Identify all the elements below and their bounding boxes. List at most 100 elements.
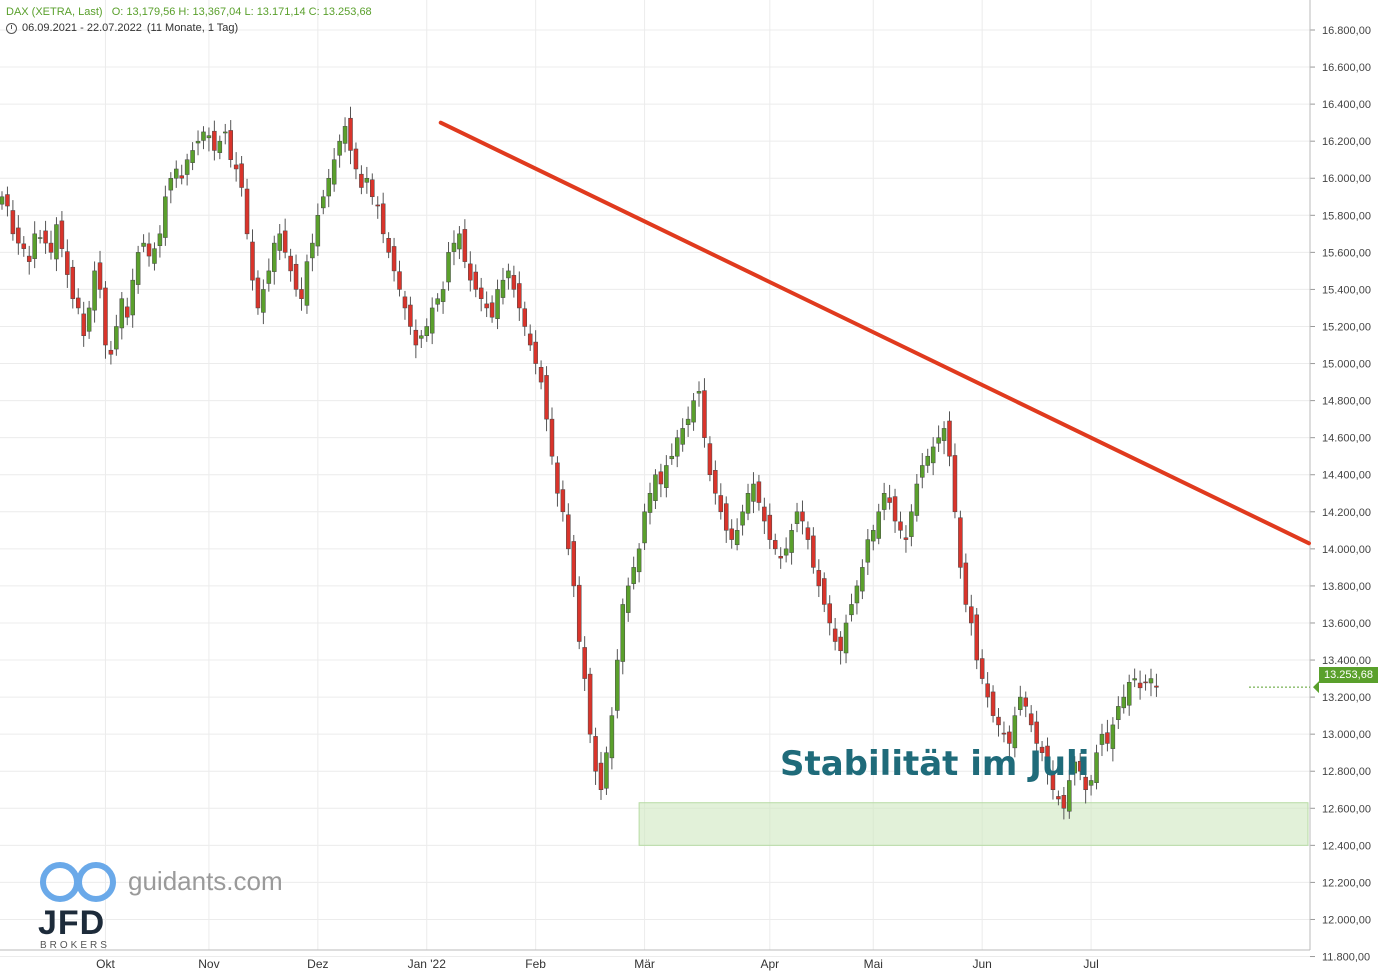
candle-body [974,614,979,661]
candle-body [1056,796,1061,800]
y-tick-label: 14.800,00 [1322,396,1371,408]
candle-body [353,148,359,170]
candle-body [566,514,571,550]
candle-body [990,691,996,716]
candle-body [402,296,408,309]
candle-body [0,196,5,205]
y-tick-label: 13.200,00 [1322,692,1371,704]
candle-body [849,604,854,616]
candle-body [321,196,326,209]
y-tick-label: 13.000,00 [1322,729,1371,741]
candle-body [1083,776,1088,791]
candle-body [881,493,887,510]
candle-body [380,203,386,235]
candle-body [1045,745,1050,772]
support-zone [638,802,1309,846]
candle-body [696,391,702,394]
candle-body [947,420,952,457]
candle-body [163,196,168,238]
candle-body [65,251,70,275]
candle-body [135,252,141,285]
candle-body [1116,706,1121,720]
candle-body [413,329,419,346]
candle-body [152,248,157,264]
candle-body [762,506,767,522]
y-tick-label: 15.200,00 [1322,321,1371,333]
month-label: Nov [198,957,219,971]
candle-body [1137,682,1143,689]
candle-body [119,298,125,329]
candle-body [958,517,963,568]
candle-body [816,570,822,587]
candle-body [549,418,555,457]
candle-body [375,204,380,207]
y-tick-label: 12.400,00 [1322,840,1371,852]
candle-body [1028,713,1034,726]
candle-body [266,270,272,284]
candle-body [920,465,925,478]
candle-body [468,263,473,281]
candle-body [1001,732,1007,735]
candle-body [21,243,27,249]
candle-body [277,233,282,251]
candle-body [783,548,789,556]
y-tick-label: 13.600,00 [1322,618,1371,630]
month-label: Apr [760,957,779,971]
ohlc-label: O: 13,179,56 H: 13,367,04 L: 13.171,14 C… [111,6,372,18]
candle-body [5,194,10,207]
date-range: 06.09.2021 - 22.07.2022 [22,22,142,34]
candle-body [925,455,930,466]
candle-body [195,140,201,144]
candle-body [1110,724,1116,749]
candle-body [822,578,827,605]
candle-body [478,287,484,299]
candle-body [963,562,969,605]
candle-body [979,658,985,679]
candle-body [582,647,587,679]
candle-body [952,455,958,513]
candle-body [903,537,909,540]
current-price-tag: 13.253,68 [1319,667,1378,683]
candle-body [674,437,680,457]
y-tick-label: 15.800,00 [1322,210,1371,222]
candle-body [500,279,506,298]
candle-body [827,603,832,624]
candle-body [658,471,664,485]
candle-body [789,530,794,553]
candle-body [386,238,391,253]
candle-body [669,455,675,460]
candle-body [75,297,81,309]
candle-body [740,511,745,526]
candle-body [854,585,860,604]
candle-body [54,224,59,260]
candle-body [391,246,397,272]
month-label: Okt [96,957,115,971]
candle-body [32,233,37,259]
candle-body [489,302,495,318]
candle-body [729,528,734,540]
candle-body [97,262,103,290]
candle-body [16,227,21,244]
candle-body [1154,685,1159,688]
candle-body [495,289,500,319]
candle-body [326,177,331,197]
candle-body [794,511,800,524]
candle-body [446,252,451,283]
candle-body [124,306,130,318]
candle-body [707,443,713,475]
candle-body [179,175,184,179]
candle-body [174,168,179,179]
candle-body [898,521,903,531]
current-price-arrow [1313,681,1319,694]
candle-body [435,298,440,305]
candle-body [342,126,348,144]
chart-header: DAX (XETRA, Last) O: 13,179,56 H: 13,367… [6,6,372,18]
candle-body [811,535,816,568]
candle-body [255,277,261,309]
candle-body [517,283,522,309]
candle-body [1018,696,1023,710]
candle-body [348,117,353,151]
y-tick-label: 12.200,00 [1322,877,1371,889]
candle-body [1132,678,1137,681]
